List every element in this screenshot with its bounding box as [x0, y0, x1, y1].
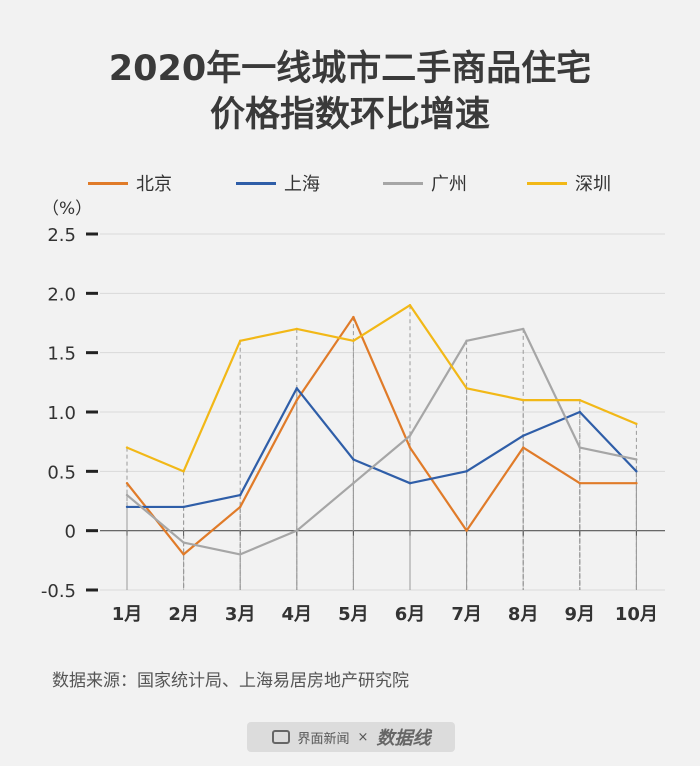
data-point-上海	[522, 434, 525, 437]
data-point-广州	[578, 446, 581, 449]
x-tick-label: 6月	[395, 604, 426, 625]
data-point-北京	[352, 315, 355, 319]
legend-item-深圳: 深圳	[527, 170, 611, 196]
y-tick-label: 2.5	[47, 225, 76, 246]
data-point-北京	[295, 398, 298, 402]
legend-label: 深圳	[575, 174, 611, 195]
data-point-北京	[578, 482, 581, 485]
footer-brand-bar: 界面新闻 × 数据线	[247, 722, 455, 752]
x-tick-label: 9月	[565, 604, 596, 625]
x-tick-label: 7月	[451, 604, 482, 625]
data-point-北京	[182, 553, 185, 556]
data-point-广州	[408, 434, 412, 437]
data-point-深圳	[182, 470, 185, 473]
data-point-上海	[352, 458, 355, 461]
data-point-上海	[239, 493, 242, 497]
data-point-上海	[182, 505, 185, 509]
data-point-北京	[465, 529, 468, 532]
series-line-广州	[126, 327, 637, 556]
data-point-上海	[408, 482, 412, 485]
data-point-深圳	[295, 327, 298, 331]
title-line-1: 2020年一线城市二手商品住宅	[108, 49, 592, 89]
legend-item-北京: 北京	[88, 170, 172, 196]
data-point-深圳	[239, 339, 242, 342]
data-point-广州	[125, 493, 129, 497]
data-point-北京	[522, 446, 525, 449]
y-tick-label: 0	[65, 522, 76, 543]
data-point-北京	[239, 505, 242, 509]
footer-brand-2: 数据线	[376, 728, 431, 749]
data-point-广州	[522, 327, 525, 331]
x-tick-label: 3月	[225, 604, 256, 625]
data-point-上海	[465, 470, 468, 473]
data-point-广州	[295, 529, 298, 532]
data-point-广州	[465, 339, 468, 342]
source-text: 数据来源：国家统计局、上海易居房地产研究院	[52, 671, 409, 691]
y-tick-label: 1.0	[47, 403, 76, 424]
y-unit-label: （%）	[42, 199, 92, 219]
footer-separator: ×	[357, 729, 369, 745]
x-tick-label: 2月	[168, 604, 199, 625]
data-point-深圳	[352, 339, 355, 342]
legend-swatch	[527, 181, 567, 185]
series-line-深圳	[126, 304, 637, 473]
data-point-北京	[635, 482, 638, 485]
data-point-深圳	[408, 304, 412, 307]
legend: 北京 上海 广州 深圳	[0, 170, 700, 196]
x-tick-label: 8月	[508, 604, 539, 625]
data-point-深圳	[465, 387, 468, 390]
data-point-上海	[295, 387, 298, 390]
data-point-广州	[182, 541, 185, 544]
data-point-深圳	[522, 398, 525, 402]
y-tick-label: 1.5	[47, 344, 76, 365]
legend-label: 北京	[136, 174, 172, 195]
legend-label: 广州	[431, 174, 467, 195]
data-point-广州	[352, 482, 355, 485]
data-point-北京	[408, 446, 412, 449]
data-point-深圳	[125, 446, 129, 449]
title-line-2: 价格指数环比增速	[209, 95, 490, 135]
data-point-北京	[125, 482, 129, 485]
data-point-广州	[239, 553, 242, 556]
data-point-广州	[635, 458, 638, 461]
y-tick-label: 0.5	[47, 462, 76, 483]
legend-item-广州: 广州	[383, 170, 467, 196]
y-tick-label: 2.0	[47, 284, 76, 305]
x-tick-label: 1月	[112, 604, 143, 625]
y-tick-label: -0.5	[41, 581, 76, 602]
data-point-上海	[125, 505, 129, 509]
series-line-上海	[127, 387, 638, 509]
data-point-深圳	[635, 422, 638, 426]
legend-swatch	[236, 181, 276, 185]
legend-swatch	[383, 181, 423, 185]
x-tick-label: 4月	[282, 604, 313, 625]
x-tick-label: 10月	[615, 604, 658, 625]
chart-title: 2020年一线城市二手商品住宅 价格指数环比增速	[0, 46, 700, 138]
legend-swatch	[88, 181, 128, 185]
data-point-深圳	[578, 398, 581, 402]
series-line-北京	[126, 315, 637, 556]
jiemian-logo-icon	[271, 730, 290, 744]
footer-brand-1: 界面新闻	[297, 731, 350, 747]
legend-label: 上海	[284, 174, 320, 195]
data-point-上海	[578, 410, 581, 414]
legend-item-上海: 上海	[236, 170, 320, 196]
x-tick-label: 5月	[338, 604, 369, 625]
data-point-上海	[635, 470, 638, 473]
